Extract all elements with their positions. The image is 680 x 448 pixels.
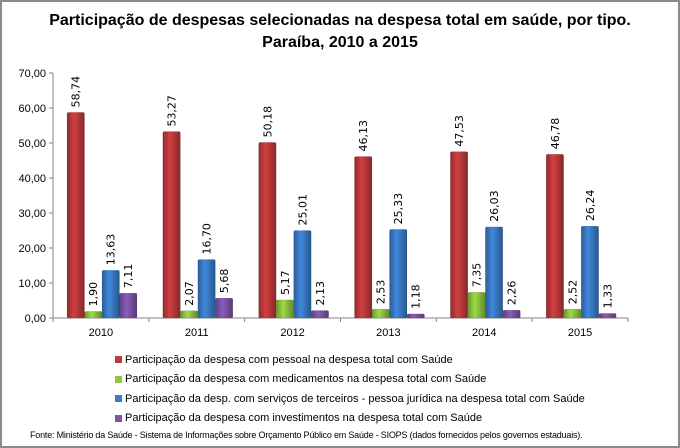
data-label: 2,53 [375,280,388,305]
bar [215,297,234,319]
x-tick-label: 2013 [376,327,400,339]
data-label: 2,52 [566,280,579,305]
bar [467,292,486,319]
data-label: 47,53 [453,115,466,147]
bar [450,151,469,319]
data-label: 26,03 [488,190,501,222]
y-tick-label: 70,00 [18,68,46,80]
data-label: 7,35 [471,263,484,288]
data-label: 25,33 [392,193,405,225]
legend-item-pessoal: Participação da despesa com pessoal na d… [115,350,585,370]
legend-swatch [115,375,122,383]
data-label: 16,70 [201,223,214,255]
data-label: 5,68 [218,269,231,294]
data-label: 1,33 [601,284,614,309]
data-label: 46,78 [549,118,562,150]
y-tick-label: 40,00 [18,173,46,185]
bar [310,310,329,319]
bar [180,310,199,319]
legend-label: Participação da despesa com medicamentos… [125,373,487,386]
legend-label: Participação da desp. com serviços de te… [125,392,585,405]
legend-swatch [115,414,122,422]
data-label: 2,07 [183,281,196,306]
y-tick-label: 30,00 [18,208,46,220]
bar [293,230,312,319]
legend-swatch [115,356,122,364]
bar [354,156,373,319]
y-tick-label: 50,00 [18,138,46,150]
bar [275,299,294,319]
bar [258,142,277,319]
bar [598,313,617,319]
legend: Participação da despesa com pessoal na d… [115,350,585,428]
data-label: 53,27 [166,95,179,127]
x-tick-label: 2014 [472,327,496,339]
bar [545,154,564,319]
y-tick-label: 20,00 [18,243,46,255]
data-label: 7,11 [122,264,135,289]
bar [371,308,390,319]
bar [162,131,181,319]
legend-swatch [115,395,122,403]
data-label: 50,18 [261,106,274,138]
chart-title: Participação de despesas selecionadas na… [2,10,678,54]
legend-label: Participação da despesa com pessoal na d… [125,353,453,366]
data-label: 46,13 [357,120,370,152]
data-label: 2,13 [314,281,327,306]
bar [84,311,103,319]
legend-item-medicamentos: Participação da despesa com medicamentos… [115,370,585,390]
legend-item-terceiros: Participação da desp. com serviços de te… [115,389,585,409]
bar [66,112,85,319]
x-tick-label: 2011 [185,327,209,339]
legend-item-investimentos: Participação da despesa com investimento… [115,409,585,429]
y-tick-label: 0,00 [25,313,46,325]
data-label: 58,74 [70,76,83,108]
y-tick-label: 10,00 [18,278,46,290]
bar [197,259,216,319]
data-label: 2,26 [506,281,519,306]
title-line: Participação de despesas selecionadas na… [49,12,631,29]
y-tick-label: 60,00 [18,103,46,115]
x-tick-label: 2010 [89,327,113,339]
bar [101,270,120,319]
bar [563,308,582,319]
bar [406,313,425,319]
data-label: 1,90 [87,282,100,307]
data-label: 1,18 [410,284,423,309]
x-tick-label: 2012 [280,327,304,339]
source-note: Fonte: Ministério da Saúde - Sistema de … [30,430,583,440]
legend-label: Participação da despesa com investimento… [125,412,483,425]
bar [389,229,408,319]
data-label: 5,17 [279,270,292,295]
bar [485,226,504,319]
data-label: 25,01 [296,194,309,226]
bar [119,292,138,319]
x-tick-label: 2015 [568,327,592,339]
subtitle-line: Paraíba, 2010 a 2015 [262,34,418,51]
data-label: 26,24 [584,190,597,222]
bar [580,225,599,319]
bar [502,309,521,319]
data-label: 13,63 [105,234,118,266]
